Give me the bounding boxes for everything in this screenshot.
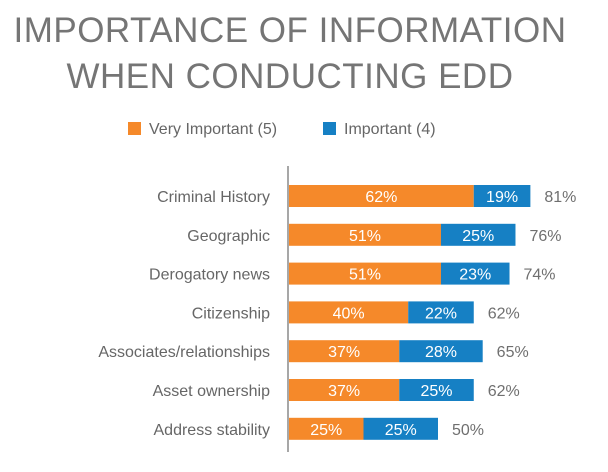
bar-very-important-associates-relationships-label: 37%: [328, 344, 360, 361]
bar-very-important-citizenship: [289, 301, 409, 324]
total-label-criminal-history: 81%: [544, 189, 576, 206]
legend-label-very-important: Very Important (5): [149, 121, 277, 138]
total-label-citizenship: 62%: [488, 305, 520, 322]
category-label-geographic: Geographic: [187, 228, 270, 245]
bar-very-important-asset-ownership-label: 37%: [328, 383, 360, 400]
category-label-citizenship: Citizenship: [192, 305, 270, 322]
bar-very-important-geographic-label: 51%: [349, 228, 381, 245]
chart-title-line-2: WHEN CONDUCTING EDD: [67, 57, 514, 96]
bar-very-important-derogatory-news: [289, 262, 441, 285]
bar-very-important-criminal-history-label: 62%: [365, 189, 397, 206]
category-label-address-stability: Address stability: [154, 422, 271, 439]
bar-important-geographic: [440, 223, 516, 246]
bar-important-derogatory-news-label: 23%: [459, 267, 491, 284]
bar-important-associates-relationships-label: 28%: [425, 344, 457, 361]
bar-important-address-stability-label: 25%: [385, 422, 417, 439]
total-label-derogatory-news: 74%: [524, 267, 556, 284]
bar-important-address-stability: [363, 417, 438, 440]
bar-very-important-associates-relationships: [289, 340, 400, 363]
category-label-derogatory-news: Derogatory news: [149, 267, 270, 284]
bar-very-important-geographic: [289, 223, 441, 246]
total-label-geographic: 76%: [529, 228, 561, 245]
bar-important-citizenship: [408, 301, 474, 324]
bar-important-asset-ownership-label: 25%: [420, 383, 452, 400]
legend-swatch-important: [323, 122, 336, 135]
category-label-associates-relationships: Associates/relationships: [98, 344, 270, 361]
bar-important-criminal-history-label: 19%: [486, 189, 518, 206]
bar-very-important-citizenship-label: 40%: [333, 305, 365, 322]
bar-very-important-address-stability: [289, 417, 364, 440]
bars: Criminal History 62% 19% 81% Geographic 51% 25…: [98, 185, 576, 440]
category-label-asset-ownership: Asset ownership: [153, 383, 270, 400]
bar-important-criminal-history: [473, 185, 531, 207]
legend: Very Important (5) Important (4): [128, 121, 436, 138]
bar-important-associates-relationships: [399, 340, 483, 363]
chart-title-line-1: IMPORTANCE OF INFORMATION: [13, 11, 566, 50]
category-label-criminal-history: Criminal History: [157, 189, 270, 206]
bar-very-important-asset-ownership: [289, 379, 400, 401]
bar-very-important-derogatory-news-label: 51%: [349, 267, 381, 284]
total-label-associates-relationships: 65%: [497, 344, 529, 361]
total-label-address-stability: 50%: [452, 422, 484, 439]
legend-swatch-very-important: [128, 122, 141, 135]
bar-very-important-criminal-history: [289, 185, 474, 207]
total-label-asset-ownership: 62%: [488, 383, 520, 400]
bar-important-citizenship-label: 22%: [425, 305, 457, 322]
bar-important-derogatory-news: [440, 262, 510, 285]
bar-important-geographic-label: 25%: [462, 228, 494, 245]
bar-very-important-address-stability-label: 25%: [310, 422, 342, 439]
bar-important-asset-ownership: [399, 379, 474, 401]
legend-label-important: Important (4): [344, 121, 436, 138]
